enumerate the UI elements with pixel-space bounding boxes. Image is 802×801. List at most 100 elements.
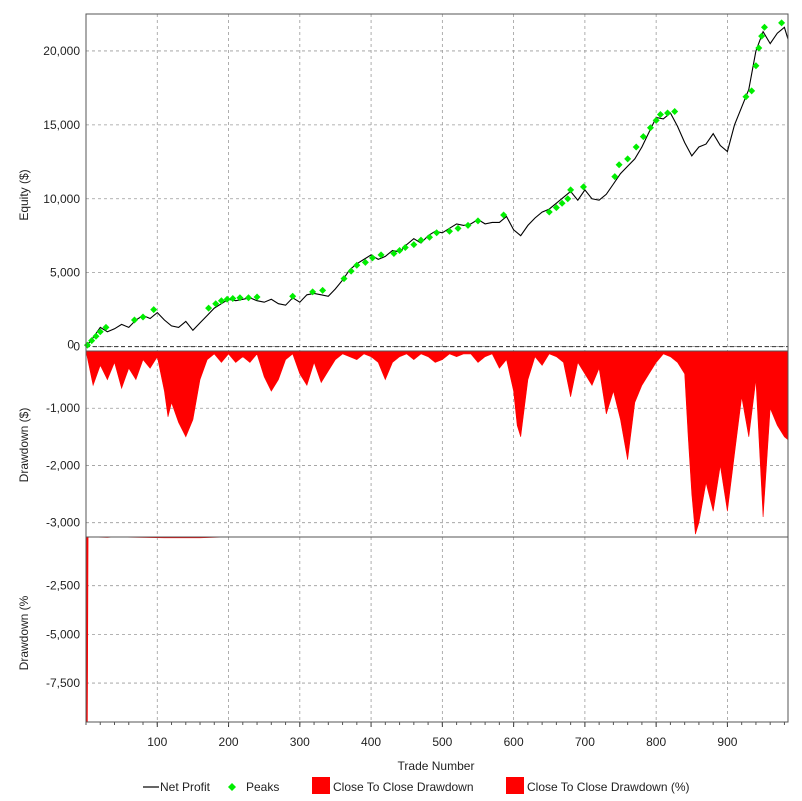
x-tick-label: 200 (219, 735, 239, 749)
drawdown-dollar-panel: -1,000 -2,000 -3,000 (46, 350, 789, 538)
peak-point (752, 62, 760, 70)
peak-point (396, 246, 404, 254)
y-tick-label-zero: 0 (67, 338, 74, 352)
y-tick-label: 15,000 (43, 118, 80, 132)
peak-point (223, 295, 231, 303)
peak-point (474, 217, 482, 225)
peak-point (369, 254, 377, 262)
peak-point (624, 155, 632, 163)
legend-label-close-to-close-drawdown-percent: Close To Close Drawdown (%) (527, 780, 690, 794)
peak-point (417, 236, 425, 244)
x-tick-label: 100 (147, 735, 167, 749)
y-tick-label: -2,500 (46, 579, 80, 593)
net-profit-line (85, 26, 789, 347)
y-tick-label: -5,000 (46, 627, 80, 641)
peak-point (212, 300, 220, 308)
equity-panel: 0 5,000 10,000 15,000 20,000 0 (43, 13, 789, 354)
x-tick-label: 700 (575, 735, 595, 749)
y-tick-label: -2,000 (46, 458, 80, 472)
y-tick-label: 10,000 (43, 192, 80, 206)
peak-point (88, 337, 96, 345)
drawdown-box-icon (312, 777, 330, 794)
peak-point (760, 23, 768, 31)
peak-point (464, 221, 472, 229)
peak-point (130, 316, 138, 324)
peak-point (758, 32, 766, 40)
peak-point (361, 258, 369, 266)
drawdown-percent-box-icon (506, 777, 524, 794)
y-tick-label: 20,000 (43, 44, 80, 58)
peak-point (755, 44, 763, 52)
peak-point (229, 295, 237, 303)
peak-point (92, 332, 100, 340)
legend-item-close-to-close-drawdown-percent: Close To Close Drawdown (%) (506, 777, 690, 794)
peak-point (433, 229, 441, 237)
peak-point (244, 294, 252, 302)
peak-point (319, 286, 327, 294)
peak-point (426, 233, 434, 241)
peak-point (410, 241, 418, 249)
peak-point (656, 111, 664, 119)
peak-point (632, 143, 640, 151)
x-tick-label: 500 (432, 735, 452, 749)
drawdown-percent-area (85, 536, 788, 723)
peak-point (748, 87, 756, 95)
legend-label-net-profit: Net Profit (160, 780, 211, 794)
peak-point (347, 267, 355, 275)
x-tick-label: 800 (646, 735, 666, 749)
peak-point (671, 108, 679, 116)
peak-point (778, 19, 786, 27)
peak-point (564, 195, 572, 203)
drawdown-dollar-area (85, 350, 789, 535)
peak-point (664, 109, 672, 117)
peak-point (646, 124, 654, 132)
peak-point (309, 288, 317, 296)
x-tick-label: 600 (504, 735, 524, 749)
drawdown-percent-panel: -2,500 -5,000 -7,500 100 200 300 400 500 600 700 8… (46, 536, 789, 749)
y-tick-label: 0 (73, 340, 80, 354)
y-tick-label: -7,500 (46, 676, 80, 690)
peak-point (401, 244, 409, 252)
y-tick-label: -1,000 (46, 401, 80, 415)
legend-label-peaks: Peaks (246, 780, 279, 794)
panel-frame (85, 536, 789, 723)
peak-point (500, 211, 508, 219)
peak-point (377, 251, 385, 259)
peak-point (205, 304, 213, 312)
peak-point (102, 323, 110, 331)
peak-point (639, 133, 647, 141)
peak-point (217, 297, 225, 305)
x-axis-label: Trade Number (398, 759, 475, 773)
peak-point (353, 261, 361, 269)
y-axis-label-drawdown-percent: Drawdown (% (17, 595, 31, 670)
peak-point (558, 199, 566, 207)
peak-point (652, 116, 660, 124)
peak-point (615, 161, 623, 169)
x-tick-label: 300 (290, 735, 310, 749)
peak-point (390, 249, 398, 257)
peak-point (611, 173, 619, 181)
peak-point (236, 294, 244, 302)
peak-point (454, 224, 462, 232)
peak-point (340, 275, 348, 283)
y-axis-label-equity: Equity ($) (17, 169, 31, 220)
y-tick-label: 5,000 (50, 266, 80, 280)
peak-point (579, 183, 587, 191)
y-tick-label: -3,000 (46, 516, 80, 530)
panel-frame (85, 13, 789, 352)
peak-point (83, 341, 91, 349)
legend-item-close-to-close-drawdown: Close To Close Drawdown (312, 777, 474, 794)
peak-point (289, 292, 297, 300)
legend: Net Profit Peaks Close To Close Drawdown… (143, 777, 690, 794)
peak-point (139, 313, 147, 321)
legend-item-peaks: Peaks (228, 780, 279, 794)
peak-point (567, 186, 575, 194)
y-axis-label-drawdown: Drawdown ($) (17, 408, 31, 483)
peaks-diamond-icon (228, 783, 236, 791)
peak-point (150, 306, 158, 314)
x-tick-label: 900 (717, 735, 737, 749)
legend-label-close-to-close-drawdown: Close To Close Drawdown (333, 780, 474, 794)
peak-point (96, 328, 104, 336)
peak-point (253, 293, 261, 301)
